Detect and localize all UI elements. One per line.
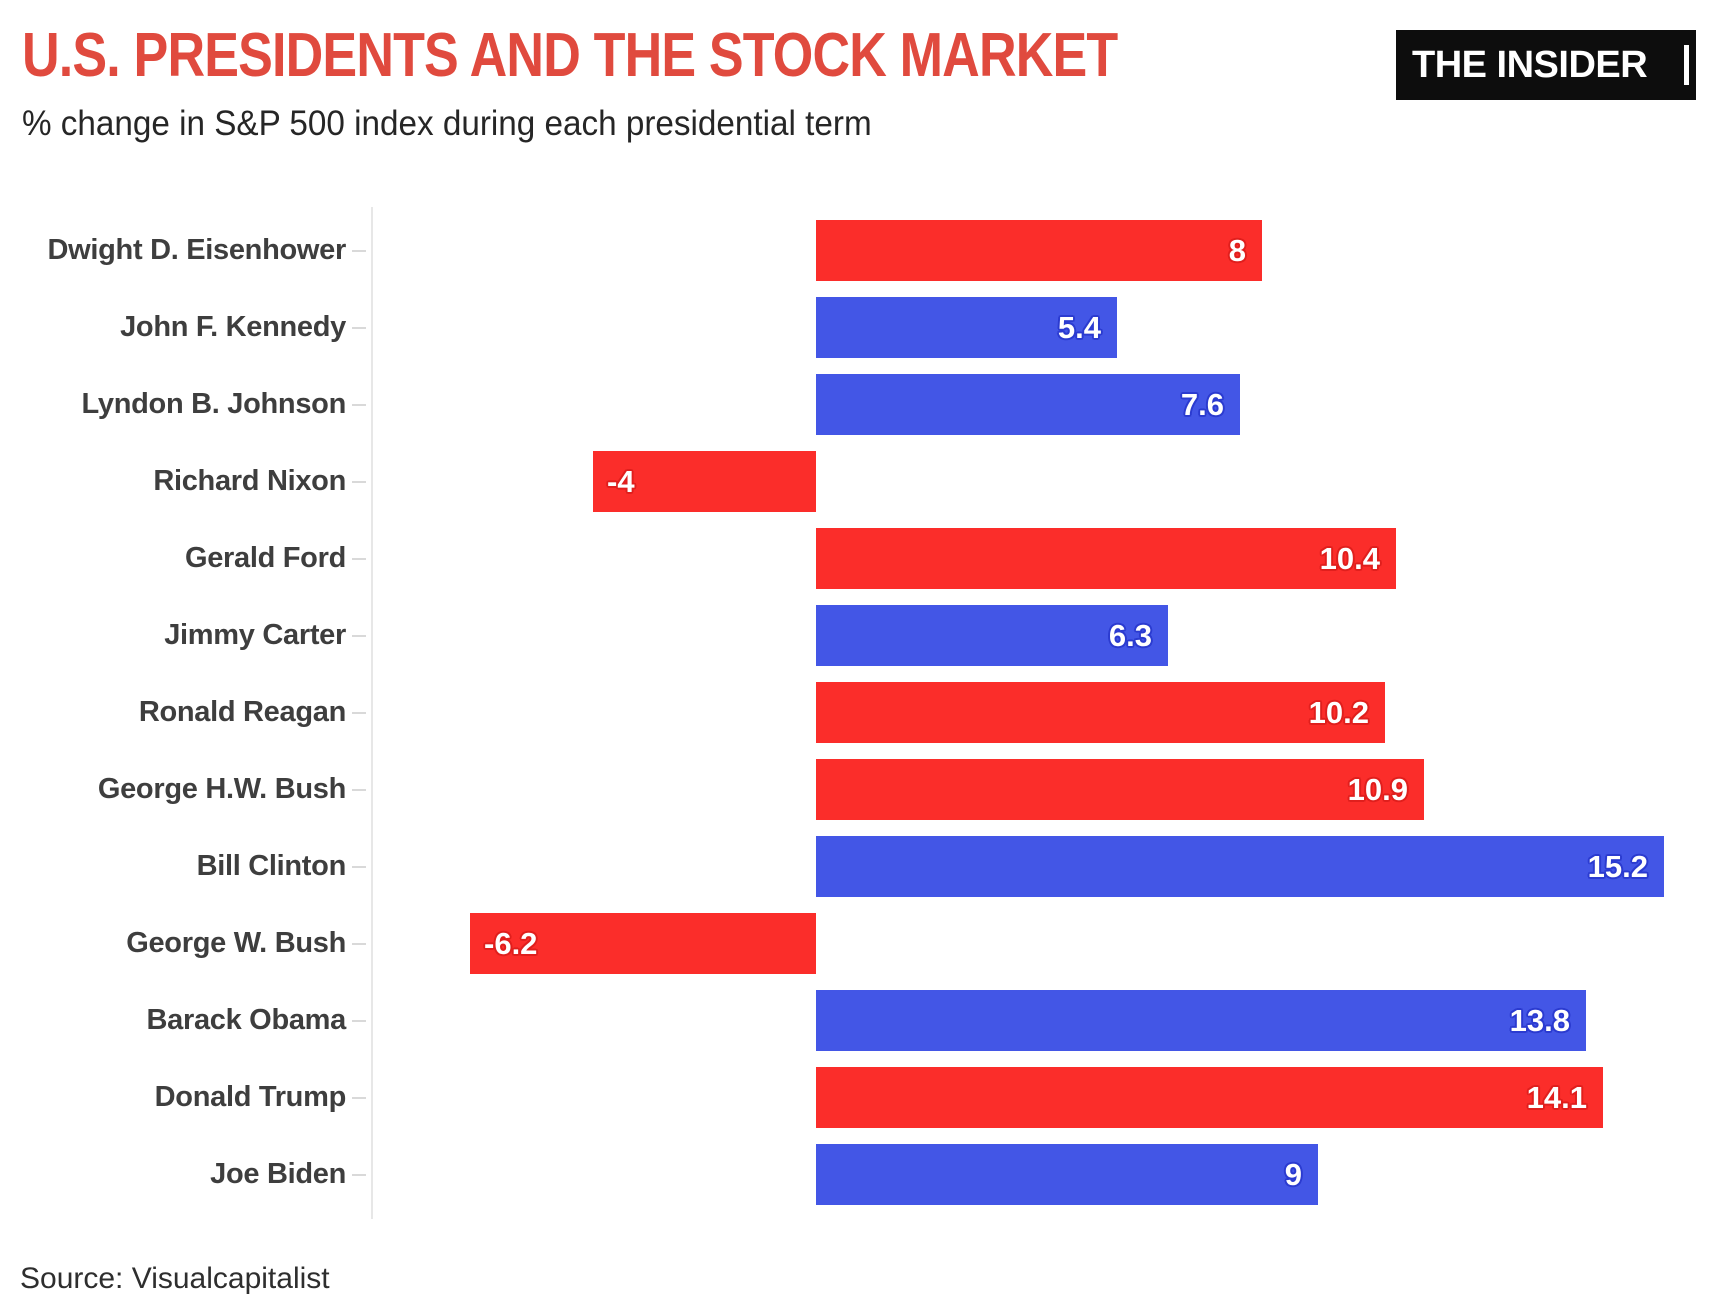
- axis-tick: [352, 250, 366, 252]
- category-label: Donald Trump: [154, 1081, 347, 1113]
- bar-value-label: 10.9: [1347, 772, 1408, 807]
- bar: 10.2: [816, 682, 1385, 743]
- axis-tick: [352, 1020, 366, 1022]
- bar: -6.2: [470, 913, 816, 974]
- bar-value-label: 8: [1228, 233, 1246, 268]
- bar-value-label: 9: [1284, 1157, 1302, 1192]
- axis-tick: [352, 558, 366, 560]
- axis-tick: [352, 481, 366, 483]
- category-label: George H.W. Bush: [97, 773, 346, 805]
- bar-value-label: 10.2: [1308, 695, 1369, 730]
- bar: 13.8: [816, 990, 1586, 1051]
- bar-value-label: 5.4: [1057, 310, 1101, 345]
- bar-value-label: -4: [607, 464, 635, 499]
- bar: 9: [816, 1144, 1318, 1205]
- category-label: Jimmy Carter: [164, 619, 346, 651]
- category-label: Gerald Ford: [184, 542, 346, 574]
- page-subtitle: % change in S&P 500 index during each pr…: [22, 104, 872, 143]
- axis-tick: [352, 789, 366, 791]
- bar: 8: [816, 220, 1262, 281]
- bar-value-label: 10.4: [1319, 541, 1380, 576]
- axis-tick: [352, 1174, 366, 1176]
- axis-tick: [352, 1097, 366, 1099]
- brand-logo-cursor-bar: [1684, 45, 1689, 85]
- bar: 7.6: [816, 374, 1240, 435]
- bar-value-label: 7.6: [1180, 387, 1224, 422]
- category-label: Lyndon B. Johnson: [81, 388, 347, 420]
- category-label: Ronald Reagan: [138, 696, 346, 728]
- axis-tick: [352, 327, 366, 329]
- axis-tick: [352, 635, 366, 637]
- bar: 6.3: [816, 605, 1168, 666]
- category-label: Bill Clinton: [196, 850, 347, 882]
- category-label: Dwight D. Eisenhower: [47, 234, 346, 266]
- bar: 15.2: [816, 836, 1664, 897]
- page-title: U.S. PRESIDENTS AND THE STOCK MARKET: [22, 21, 1118, 90]
- category-label: Barack Obama: [146, 1004, 346, 1036]
- axis-tick: [352, 943, 366, 945]
- bar-value-label: 15.2: [1587, 849, 1648, 884]
- category-label: Joe Biden: [210, 1158, 346, 1190]
- source-note: Source: Visualcapitalist: [20, 1262, 330, 1295]
- axis-tick: [352, 866, 366, 868]
- bar: 10.9: [816, 759, 1424, 820]
- y-axis-line: [371, 207, 373, 1219]
- bar-value-label: 14.1: [1526, 1080, 1587, 1115]
- brand-logo: THE INSIDER: [1396, 30, 1696, 100]
- bar: -4: [593, 451, 816, 512]
- bar-value-label: 6.3: [1108, 618, 1152, 653]
- axis-tick: [352, 404, 366, 406]
- bar: 14.1: [816, 1067, 1603, 1128]
- bar: 5.4: [816, 297, 1117, 358]
- axis-tick: [352, 712, 366, 714]
- brand-logo-text: THE INSIDER: [1412, 43, 1648, 86]
- bar-value-label: -6.2: [484, 926, 538, 961]
- category-label: George W. Bush: [126, 927, 346, 959]
- bar-value-label: 13.8: [1509, 1003, 1570, 1038]
- bar: 10.4: [816, 528, 1396, 589]
- category-label: John F. Kennedy: [120, 311, 346, 343]
- category-label: Richard Nixon: [153, 465, 346, 497]
